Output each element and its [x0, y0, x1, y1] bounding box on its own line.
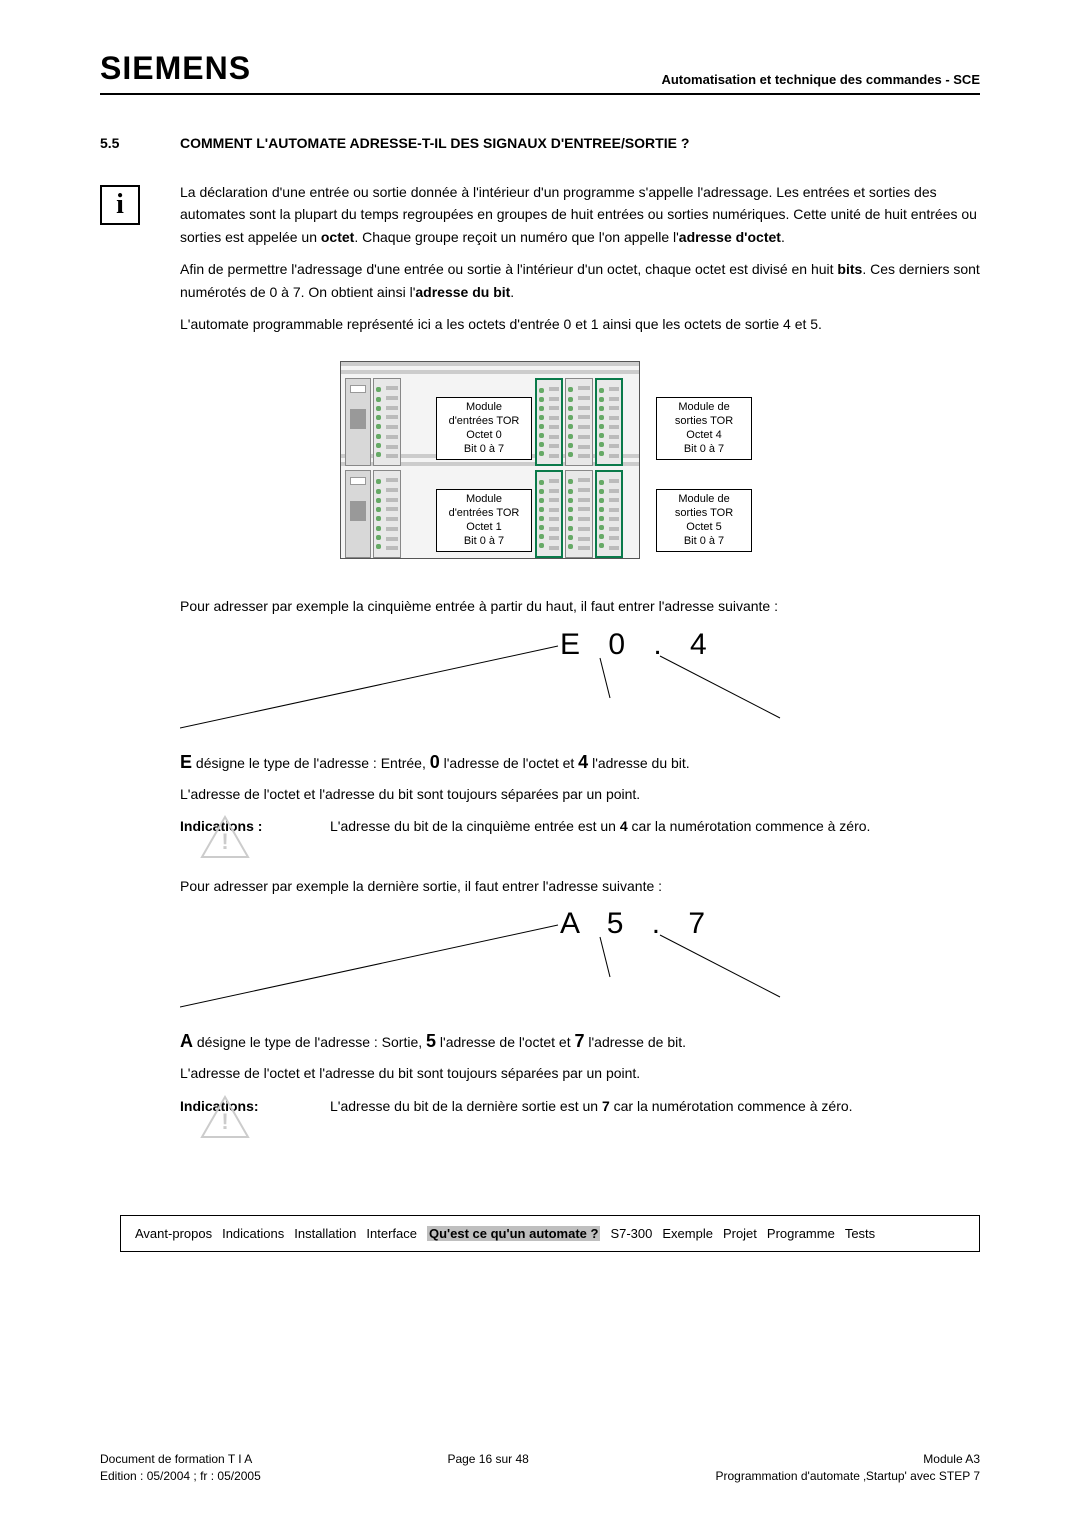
io-module	[373, 470, 401, 558]
text: . Chaque groupe reçoit un numéro que l'o…	[354, 229, 678, 245]
plc-diagram: Moduled'entrées TOROctet 0Bit 0 à 7 Modu…	[320, 355, 760, 565]
bold-adresse-bit: adresse du bit	[415, 284, 510, 300]
indication-text: L'adresse du bit de la dernière sortie e…	[330, 1095, 980, 1117]
footer-left: Document de formation T I AEdition : 05/…	[100, 1451, 261, 1485]
output-module-5	[595, 470, 623, 558]
nav-item[interactable]: Interface	[366, 1226, 417, 1241]
io-module	[565, 378, 593, 466]
address-figure-output: A 5 . 7	[180, 907, 980, 1027]
digit-5: 5	[426, 1031, 436, 1051]
warning-icon: !	[200, 1095, 250, 1139]
bold-octet: octet	[321, 229, 354, 245]
section-title: COMMENT L'AUTOMATE ADRESSE-T-IL DES SIGN…	[180, 135, 689, 151]
indication-1: Indications : L'adresse du bit de la cin…	[180, 815, 980, 837]
paragraph-1: La déclaration d'une entrée ou sortie do…	[180, 181, 980, 248]
svg-text:!: !	[221, 1109, 228, 1134]
text: .	[510, 284, 514, 300]
footer-center: Page 16 sur 48	[447, 1451, 528, 1485]
intro-addr1: Pour adresser par exemple la cinquième e…	[180, 595, 980, 617]
nav-item[interactable]: Exemple	[662, 1226, 713, 1241]
address-figure-input: E 0 . 4	[180, 628, 980, 748]
cpu-module	[345, 470, 371, 558]
indication-text: L'adresse du bit de la cinquième entrée …	[330, 815, 980, 837]
digit-7: 7	[574, 1031, 584, 1051]
nav-item[interactable]: Programme	[767, 1226, 835, 1241]
paragraph-3: L'automate programmable représenté ici a…	[180, 313, 980, 335]
intro-addr2: Pour adresser par exemple la dernière so…	[180, 875, 980, 897]
nav-item[interactable]: S7-300	[610, 1226, 652, 1241]
bold-bits: bits	[837, 261, 862, 277]
label-input-octet1: Moduled'entrées TOROctet 1Bit 0 à 7	[436, 489, 532, 552]
addr1-description: E désigne le type de l'adresse : Entrée,…	[180, 748, 980, 777]
text: Afin de permettre l'adressage d'une entr…	[180, 261, 837, 277]
output-module-4	[595, 378, 623, 466]
input-module-1	[535, 470, 563, 558]
nav-item-active[interactable]: Qu'est ce qu'un automate ?	[427, 1226, 600, 1241]
nav-item[interactable]: Indications	[222, 1226, 284, 1241]
label-output-octet4: Module desorties TOROctet 4Bit 0 à 7	[656, 397, 752, 460]
io-module	[565, 470, 593, 558]
label-output-octet5: Module desorties TOROctet 5Bit 0 à 7	[656, 489, 752, 552]
paragraph-2: Afin de permettre l'adressage d'une entr…	[180, 258, 980, 303]
io-module	[373, 378, 401, 466]
nav-item[interactable]: Avant-propos	[135, 1226, 212, 1241]
siemens-logo: SIEMENS	[100, 50, 251, 87]
digit-4: 4	[578, 752, 588, 772]
page-header: SIEMENS Automatisation et technique des …	[100, 50, 980, 95]
breadcrumb-nav: Avant-propos Indications Installation Inter…	[120, 1215, 980, 1252]
address-lines-icon	[180, 907, 880, 1027]
cpu-module	[345, 378, 371, 466]
svg-text:!: !	[221, 829, 228, 854]
addr2-note: L'adresse de l'octet et l'adresse du bit…	[180, 1062, 980, 1084]
warning-icon: !	[200, 815, 250, 859]
input-module-0	[535, 378, 563, 466]
label-input-octet0: Moduled'entrées TOROctet 0Bit 0 à 7	[436, 397, 532, 460]
nav-item[interactable]: Installation	[294, 1226, 356, 1241]
addr1-note: L'adresse de l'octet et l'adresse du bit…	[180, 783, 980, 805]
section-number: 5.5	[100, 135, 180, 151]
nav-item[interactable]: Projet	[723, 1226, 757, 1241]
letter-e: E	[180, 752, 192, 772]
indication-2: Indications: L'adresse du bit de la dern…	[180, 1095, 980, 1117]
footer-right: Module A3Programmation d'automate ‚Start…	[716, 1451, 981, 1485]
nav-item[interactable]: Tests	[845, 1226, 875, 1241]
header-subtitle: Automatisation et technique des commande…	[661, 72, 980, 87]
letter-a: A	[180, 1031, 193, 1051]
digit-0: 0	[430, 752, 440, 772]
section-heading: 5.5 COMMENT L'AUTOMATE ADRESSE-T-IL DES …	[100, 135, 980, 151]
text: .	[781, 229, 785, 245]
address-lines-icon	[180, 628, 880, 748]
addr2-description: A désigne le type de l'adresse : Sortie,…	[180, 1027, 980, 1056]
bold-adresse-octet: adresse d'octet	[679, 229, 781, 245]
info-icon: i	[100, 185, 140, 225]
page-footer: Document de formation T I AEdition : 05/…	[100, 1451, 980, 1485]
